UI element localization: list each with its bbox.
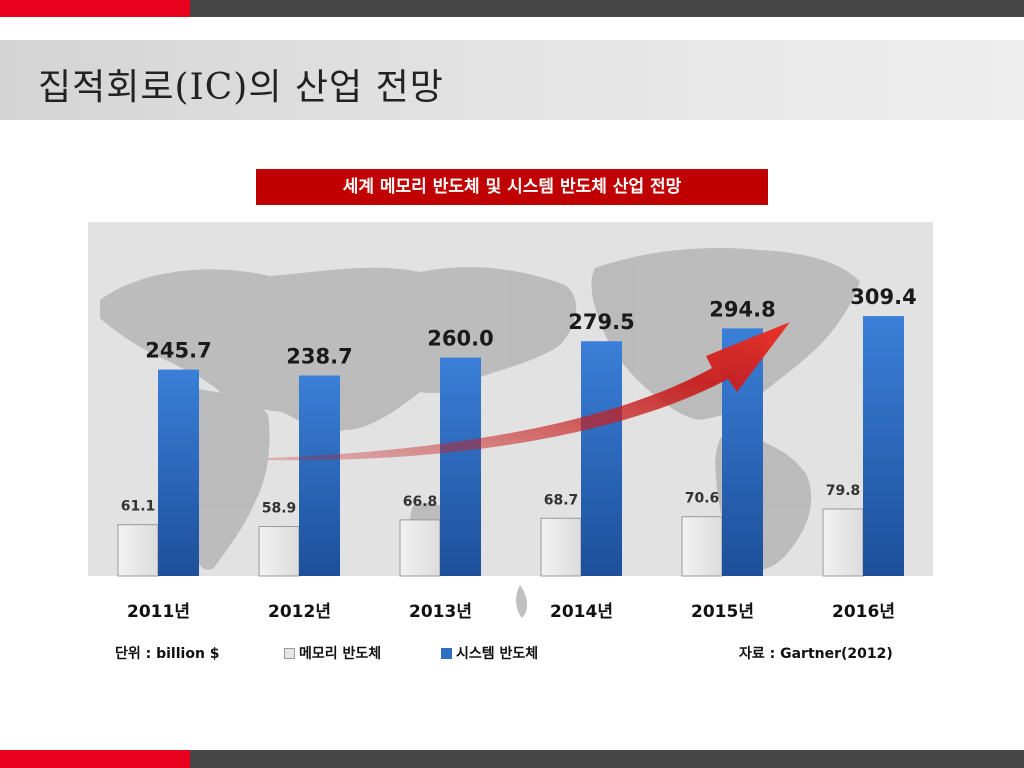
data-label-system-0: 245.7: [145, 339, 211, 363]
x-tick-label-3: 2014년: [550, 602, 613, 622]
series-memory: [117, 508, 864, 577]
legend-label-memory: 메모리 반도체: [299, 646, 382, 662]
data-labels-system: 245.7 238.7 260.0 279.5 294.8 309.4: [145, 285, 916, 368]
data-label-memory-1: 58.9: [262, 501, 297, 517]
bottom-red-segment: [0, 750, 190, 768]
unit-label: 단위 : billion $: [115, 646, 220, 662]
legend-swatch-system: [441, 647, 452, 659]
bar-memory-0: [117, 524, 159, 577]
x-tick-label-0: 2011년: [127, 602, 190, 622]
bar-system-3: [581, 341, 622, 576]
data-label-memory-0: 61.1: [121, 499, 156, 515]
bar-memory-2: [399, 519, 441, 577]
bar-memory-5: [822, 508, 864, 577]
data-label-system-2: 260.0: [427, 327, 493, 351]
data-label-system-5: 309.4: [850, 285, 916, 309]
source-label: 자료 : Gartner(2012): [739, 646, 893, 662]
bar-system-2: [440, 357, 481, 576]
chart-plot-area: [88, 222, 933, 618]
trend-arrow: [268, 322, 790, 461]
bar-system-0: [158, 369, 199, 576]
x-tick-label-1: 2012년: [268, 602, 331, 622]
bar-memory-4: [681, 516, 723, 577]
legend-item-system: 시스템 반도체: [441, 643, 538, 663]
data-label-system-3: 279.5: [568, 310, 634, 334]
data-label-system-1: 238.7: [286, 344, 352, 368]
data-label-memory-4: 70.6: [685, 491, 720, 507]
x-tick-label-5: 2016년: [832, 602, 895, 622]
bar-memory-1: [258, 526, 300, 577]
top-accent-bar: [0, 0, 1024, 17]
bar-system-5: [863, 316, 904, 576]
title-band: 집적회로(IC)의 산업 전망: [0, 40, 1024, 120]
legend-item-memory: 메모리 반도체: [284, 643, 381, 663]
data-label-memory-2: 66.8: [403, 494, 438, 510]
bar-memory-3: [540, 517, 582, 577]
top-dark-segment: [190, 0, 1024, 17]
data-label-memory-5: 79.8: [826, 483, 861, 499]
data-label-memory-3: 68.7: [544, 492, 579, 508]
legend-swatch-memory: [284, 647, 295, 659]
x-tick-label-4: 2015년: [691, 602, 754, 622]
bottom-accent-bar: [0, 750, 1024, 768]
bottom-dark-segment: [190, 750, 1024, 768]
data-labels-memory: 61.1 58.9 66.8 68.7 70.6 79.8: [121, 483, 861, 517]
chart-title: 세계 메모리 반도체 및 시스템 반도체 산업 전망: [256, 169, 768, 205]
bar-system-1: [299, 375, 340, 576]
x-axis-tick-labels: 2011년 2012년 2013년 2014년 2015년 2016년: [127, 602, 895, 622]
x-tick-label-2: 2013년: [409, 602, 472, 622]
top-red-segment: [0, 0, 190, 17]
legend-label-system: 시스템 반도체: [456, 646, 539, 662]
page-title: 집적회로(IC)의 산업 전망: [38, 67, 444, 108]
data-label-system-4: 294.8: [709, 297, 775, 321]
